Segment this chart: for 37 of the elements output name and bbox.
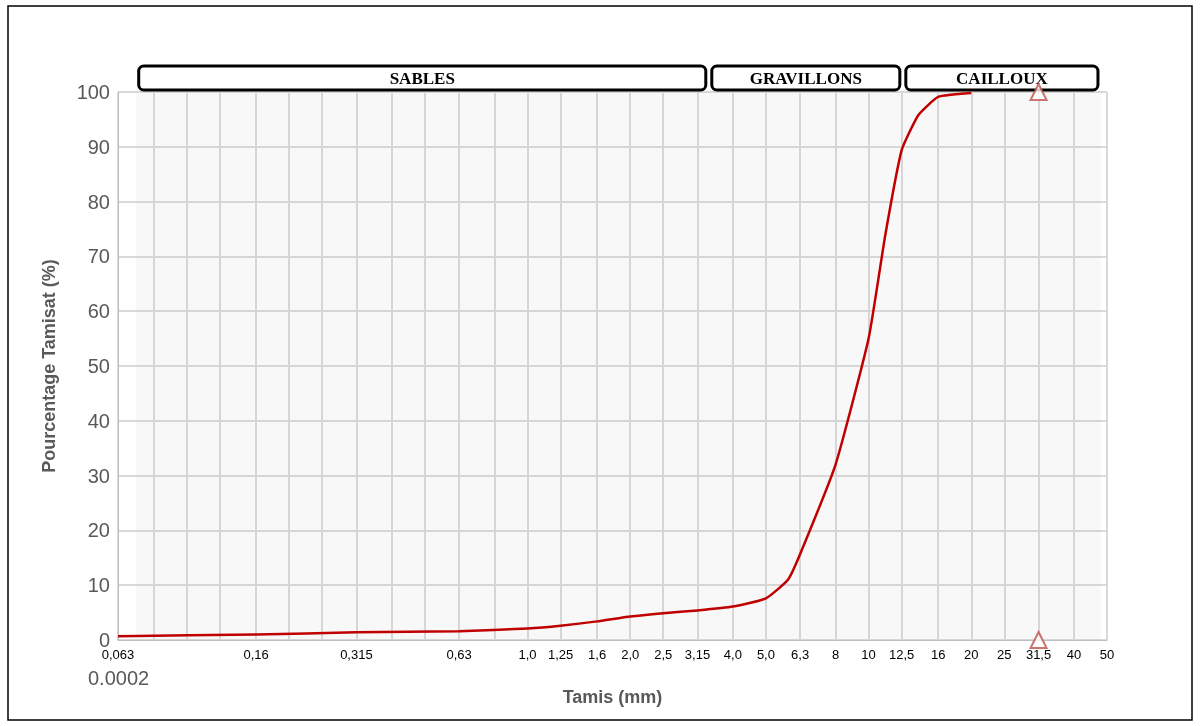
- band-label: SABLES: [389, 68, 455, 88]
- x-tick-label: 40: [1066, 647, 1082, 662]
- x-tick-label: 2,0: [621, 647, 640, 662]
- x-tick-label: 1,0: [518, 647, 537, 662]
- x-tick-label: 2,5: [654, 647, 673, 662]
- band-label: CAILLOUX: [956, 68, 1049, 88]
- x-tick-label: 16: [930, 647, 946, 662]
- y-tick-label: 100: [76, 81, 110, 103]
- band-label: GRAVILLONS: [749, 68, 862, 88]
- y-tick-label: 40: [87, 409, 110, 432]
- x-tick-label: 0,63: [446, 647, 472, 662]
- x-tick-label: 1,6: [588, 647, 607, 662]
- y-tick-label: 60: [87, 300, 110, 323]
- x-tick-label: 1,25: [547, 647, 574, 662]
- x-tick-label: 3,15: [684, 647, 711, 662]
- y-tick-label: 20: [87, 519, 110, 542]
- x-tick-label: 25: [997, 647, 1012, 662]
- x-tick-label: 50: [1099, 647, 1115, 662]
- x-tick-label: 8: [831, 647, 840, 662]
- x-axis-title: Tamis (mm): [562, 687, 663, 707]
- y-axis-title: Pourcentage Tamisat (%): [39, 259, 59, 473]
- x-tick-label: 12,5: [888, 647, 915, 662]
- y-tick-label: 90: [87, 135, 110, 158]
- x-tick-label: 6,3: [791, 647, 810, 662]
- x-tick-label: 5,0: [756, 647, 775, 662]
- x-tick-label: 0,16: [243, 647, 269, 662]
- y-tick-label: 10: [87, 574, 110, 597]
- x-tick-label: 0,315: [340, 647, 373, 662]
- x-tick-label: 31,5: [1025, 647, 1052, 662]
- x-tick-label: 10: [861, 647, 876, 662]
- y-tick-label: 70: [87, 245, 110, 268]
- x-tick-label: 20: [964, 647, 979, 662]
- x-tick-label: 4,0: [723, 647, 742, 662]
- y-tick-label: 50: [87, 355, 110, 377]
- y-tick-label: 80: [87, 190, 110, 213]
- text: 0.0002: [88, 667, 150, 689]
- y-tick-label: 30: [87, 464, 110, 487]
